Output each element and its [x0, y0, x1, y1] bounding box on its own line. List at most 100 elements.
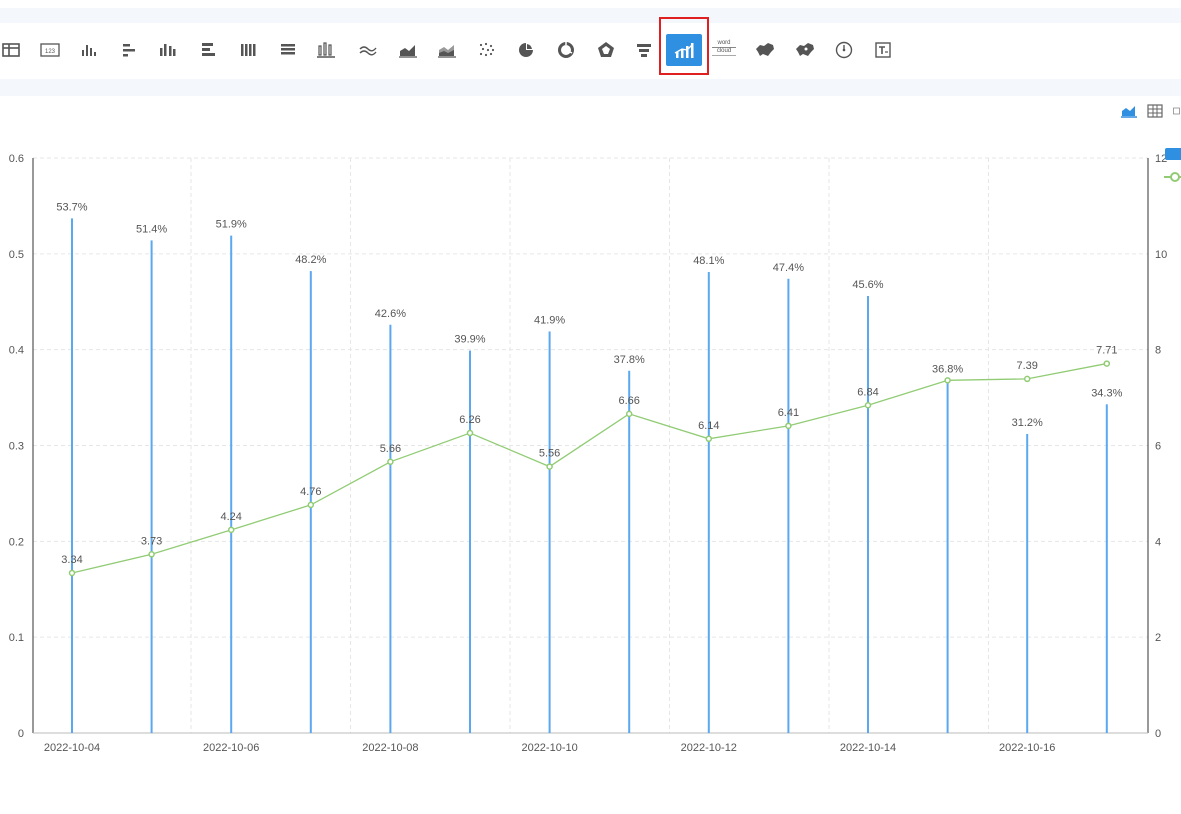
y-left-tick-label: 0.4: [9, 345, 24, 357]
bar-chart-icon[interactable]: [116, 37, 142, 63]
legend-bar-swatch[interactable]: [1165, 148, 1181, 160]
word-cloud-line-1: word: [717, 40, 731, 46]
view-switcher: [1121, 102, 1181, 120]
bar-data-label: 45.6%: [852, 279, 883, 291]
line-point: [387, 458, 394, 466]
line-point: [466, 429, 474, 437]
line-data-label: 7.71: [1096, 345, 1117, 357]
bar: [309, 271, 312, 733]
y-right-tick-label: 10: [1155, 249, 1167, 261]
bar-data-label: 48.2%: [295, 254, 326, 266]
x-tick-label: 2022-10-06: [203, 742, 259, 754]
bar-data-label: 41.9%: [534, 314, 565, 326]
line-data-label: 5.66: [380, 443, 401, 455]
line-point: [68, 569, 76, 577]
x-tick-label: 2022-10-14: [840, 742, 896, 754]
table-pivot-icon[interactable]: [0, 37, 24, 63]
pie-chart-icon[interactable]: [513, 37, 539, 63]
x-tick-label: 2022-10-04: [44, 742, 100, 754]
mid-band: [0, 79, 1181, 96]
line-data-label: 3.34: [61, 554, 82, 566]
bar-data-label: 31.2%: [1012, 417, 1043, 429]
line-point: [148, 551, 155, 558]
donut-chart-icon[interactable]: [553, 37, 579, 63]
line-point: [1023, 375, 1031, 383]
y-right-tick-label: 0: [1155, 728, 1161, 740]
column-chart-icon[interactable]: [75, 37, 101, 63]
x-tick-label: 2022-10-16: [999, 742, 1055, 754]
bar: [150, 240, 153, 733]
gauge-icon[interactable]: [831, 37, 857, 63]
stacked-area-icon[interactable]: [434, 37, 460, 63]
text-box-icon[interactable]: [870, 37, 896, 63]
funnel-chart-icon[interactable]: [631, 37, 657, 63]
chart-legend: [1162, 146, 1181, 191]
combo-chart-icon[interactable]: [666, 34, 702, 66]
table-view-icon[interactable]: [1147, 103, 1163, 119]
line-data-label: 7.39: [1016, 360, 1037, 372]
area-chart-icon[interactable]: [395, 37, 421, 63]
line-point: [944, 377, 951, 384]
line-chart-icon[interactable]: [355, 37, 381, 63]
line-data-label: 6.41: [778, 407, 799, 419]
line-data-label: 4.24: [220, 511, 241, 523]
x-tick-label: 2022-10-10: [521, 742, 577, 754]
grouped-column-icon[interactable]: [155, 37, 181, 63]
stacked-bar-icon[interactable]: [275, 37, 301, 63]
bar: [707, 272, 710, 733]
percent-column-icon[interactable]: [313, 37, 339, 63]
bar-data-label: 48.1%: [693, 255, 724, 267]
active-chart-highlight: [659, 17, 709, 75]
export-icon[interactable]: [1173, 103, 1181, 119]
radar-chart-icon[interactable]: [593, 37, 619, 63]
chart-view-icon[interactable]: [1121, 103, 1137, 119]
y-left-tick-label: 0.6: [9, 153, 24, 165]
y-left-tick-label: 0.1: [9, 632, 24, 644]
line-point: [864, 402, 872, 409]
line-data-label: 6.84: [857, 386, 878, 398]
line-data-label: 6.66: [618, 395, 639, 407]
line-data-label: 6.26: [459, 414, 480, 426]
bar: [1105, 404, 1108, 733]
bar-data-label: 47.4%: [773, 262, 804, 274]
y-right-tick-label: 4: [1155, 536, 1161, 548]
line-data-label: 6.14: [698, 420, 719, 432]
line-point: [625, 410, 633, 418]
number-card-icon[interactable]: 123: [37, 37, 63, 63]
bar-data-label: 53.7%: [56, 201, 87, 213]
word-cloud-line-2: cloud: [712, 47, 736, 56]
bar-data-label: 51.4%: [136, 223, 167, 235]
bar: [469, 350, 471, 733]
bar: [787, 278, 790, 733]
line-point: [705, 435, 713, 443]
line-point: [227, 526, 235, 534]
bar-data-label: 42.6%: [375, 308, 406, 320]
map-bubble-icon[interactable]: [792, 37, 818, 63]
map-icon[interactable]: [752, 37, 778, 63]
bar-data-label: 34.3%: [1091, 387, 1122, 399]
word-cloud-icon[interactable]: word cloud: [712, 40, 736, 62]
top-band: [0, 8, 1181, 23]
bar: [548, 331, 551, 733]
y-left-tick-label: 0.2: [9, 536, 24, 548]
y-right-tick-label: 2: [1155, 632, 1161, 644]
y-left-tick-label: 0: [18, 728, 24, 740]
bar: [946, 380, 949, 733]
bar: [389, 324, 392, 733]
number-card-text: 123: [45, 49, 56, 55]
scatter-icon[interactable]: [474, 37, 500, 63]
line-point: [1103, 360, 1111, 367]
bar: [71, 218, 73, 733]
stacked-column-icon[interactable]: [235, 37, 261, 63]
bar: [230, 235, 233, 733]
bar: [628, 370, 631, 733]
line-point: [307, 501, 315, 509]
y-left-tick-label: 0.3: [9, 441, 24, 453]
y-right-tick-label: 8: [1155, 345, 1161, 357]
bar: [867, 296, 869, 733]
horizontal-bar-icon[interactable]: [195, 37, 221, 63]
line-point: [546, 463, 553, 470]
bar-data-label: 37.8%: [614, 354, 645, 366]
bar-data-label: 36.8%: [932, 363, 963, 375]
line-point: [785, 422, 792, 430]
